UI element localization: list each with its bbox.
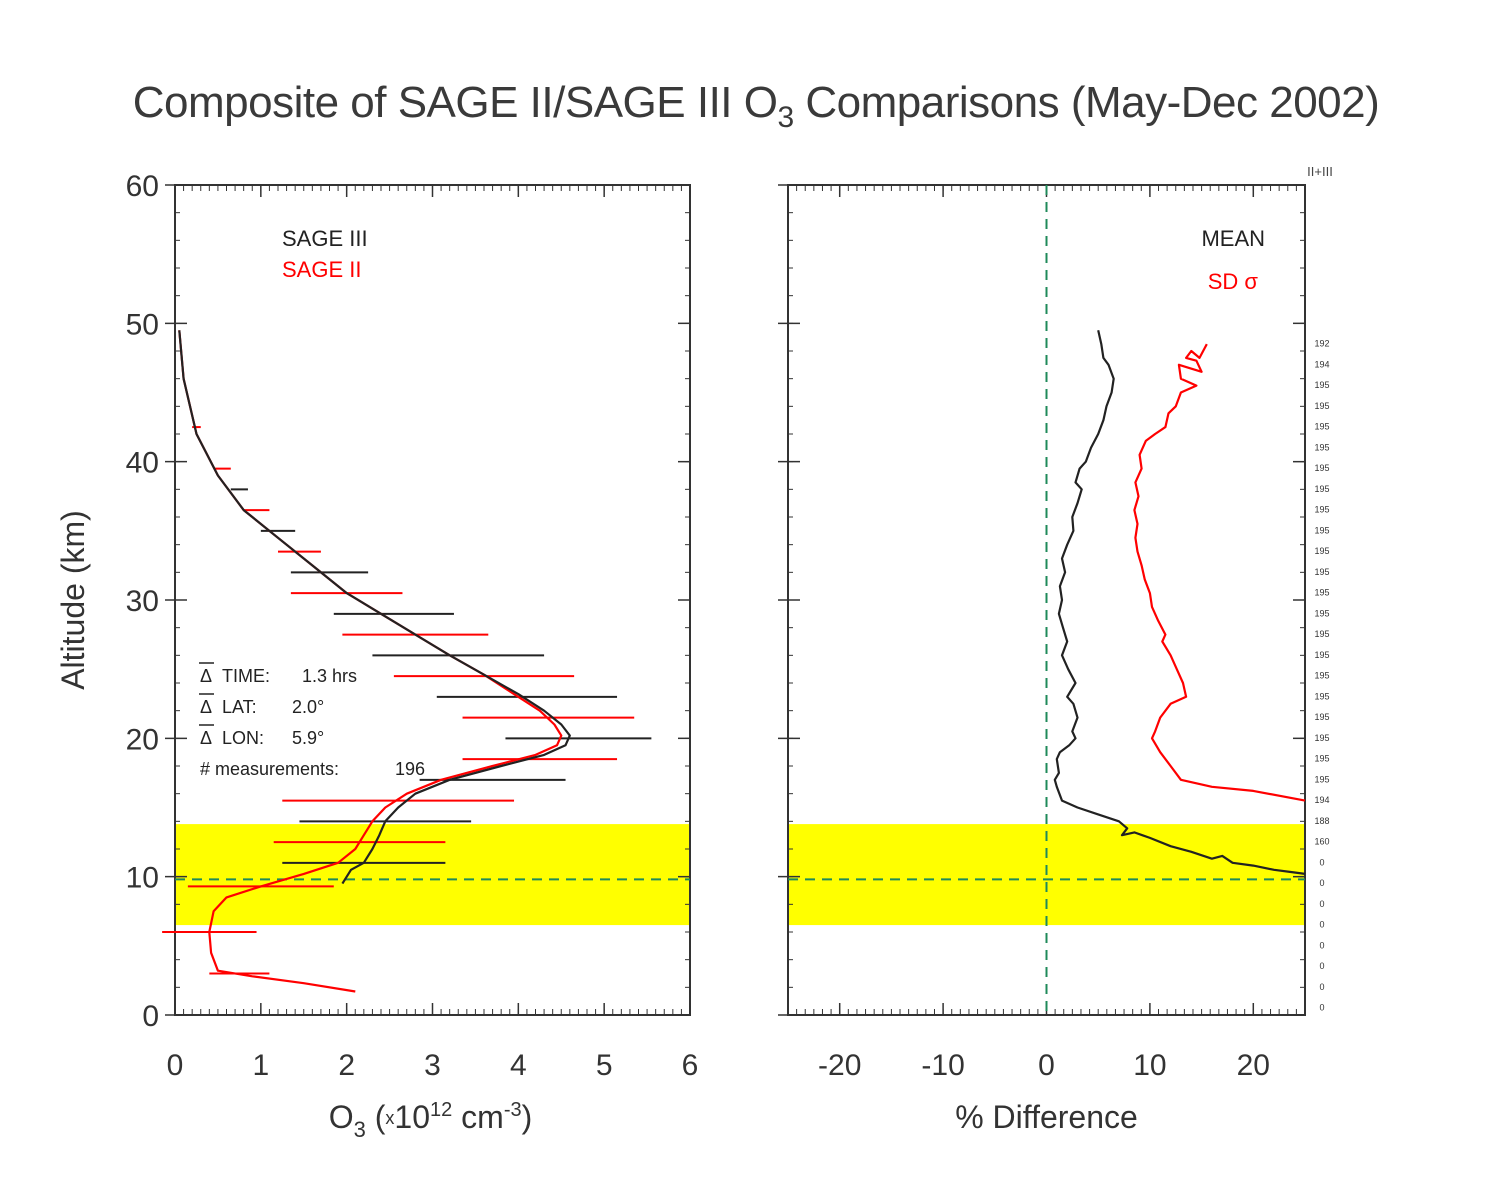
x-axis-label: % Difference: [955, 1099, 1138, 1135]
series-line-mean: [1053, 330, 1306, 875]
sample-count: 195: [1314, 546, 1329, 556]
sample-count: 195: [1314, 588, 1329, 598]
x-axis-label: O3 (x1012 cm-3): [329, 1099, 533, 1142]
sample-count: 0: [1319, 857, 1324, 867]
sample-count: 195: [1314, 463, 1329, 473]
sample-count: 195: [1314, 691, 1329, 701]
x-tick-label: 10: [1133, 1049, 1166, 1082]
sample-count: 195: [1314, 671, 1329, 681]
sample-count: 0: [1319, 878, 1324, 888]
sample-count: 195: [1314, 650, 1329, 660]
stat-label: TIME:: [222, 666, 270, 686]
stat-value: 2.0°: [292, 697, 324, 717]
sample-count: 192: [1314, 339, 1329, 349]
sample-count: 195: [1314, 774, 1329, 784]
legend-mean: MEAN: [1201, 226, 1265, 251]
stat-value: 5.9°: [292, 728, 324, 748]
sample-count: 195: [1314, 505, 1329, 515]
y-tick-label: 20: [126, 723, 159, 756]
x-axis-label-part: cm: [452, 1099, 504, 1135]
sample-count: 195: [1314, 484, 1329, 494]
x-tick-label: 4: [510, 1049, 527, 1082]
sample-count: 195: [1314, 380, 1329, 390]
y-tick-label: 30: [126, 585, 159, 618]
sample-count: 194: [1314, 359, 1329, 369]
stat-label: LAT:: [222, 697, 257, 717]
sample-count: 194: [1314, 795, 1329, 805]
series-line-sage-iii: [178, 330, 571, 885]
x-tick-label: 20: [1237, 1049, 1270, 1082]
sample-count: 195: [1314, 442, 1329, 452]
x-axis-label-part: O: [329, 1099, 354, 1135]
x-tick-label: 1: [252, 1049, 269, 1082]
x-axis-label-part: 12: [430, 1099, 452, 1121]
stat-label: # measurements:: [200, 759, 339, 779]
x-tick-label: 0: [1038, 1049, 1055, 1082]
x-axis-label-part: 10: [394, 1099, 430, 1135]
sample-count: 195: [1314, 401, 1329, 411]
x-tick-label: 6: [682, 1049, 699, 1082]
sample-count: 188: [1314, 816, 1329, 826]
sample-count: 0: [1319, 982, 1324, 992]
sample-count-header: II+III: [1307, 164, 1333, 179]
series-line-sd: [1133, 343, 1306, 802]
x-axis-label-part: x: [385, 1108, 394, 1128]
sample-count: 195: [1314, 733, 1329, 743]
y-tick-label: 0: [142, 1000, 159, 1033]
sample-count: 160: [1314, 837, 1329, 847]
stat-delta-symbol: Δ: [200, 697, 212, 717]
x-tick-label: 2: [338, 1049, 355, 1082]
x-axis-label-part: 3: [354, 1117, 366, 1142]
x-tick-label: -10: [921, 1049, 964, 1082]
sample-count: 195: [1314, 754, 1329, 764]
legend-sage-iii: SAGE III: [282, 226, 368, 251]
stat-delta-symbol: Δ: [200, 728, 212, 748]
legend-sd: SD σ: [1208, 269, 1259, 294]
x-axis-label-part: (: [366, 1099, 386, 1135]
x-tick-label: 0: [167, 1049, 184, 1082]
stat-value: 196: [395, 759, 425, 779]
sample-count: 0: [1319, 1003, 1324, 1013]
y-tick-label: 40: [126, 447, 159, 480]
sample-count: 195: [1314, 567, 1329, 577]
y-tick-label: 50: [126, 308, 159, 341]
highlight-band: [175, 824, 690, 926]
x-axis-label-part: ): [522, 1099, 533, 1135]
sample-count: 195: [1314, 712, 1329, 722]
sample-count: 195: [1314, 608, 1329, 618]
stat-label: LON:: [222, 728, 264, 748]
x-tick-label: -20: [818, 1049, 861, 1082]
x-tick-label: 3: [424, 1049, 441, 1082]
sample-count: 0: [1319, 920, 1324, 930]
y-tick-label: 60: [126, 170, 159, 203]
y-tick-label: 10: [126, 862, 159, 895]
chart-title: Composite of SAGE II/SAGE III O3 Compari…: [132, 78, 1380, 134]
x-axis-label-part: -3: [504, 1099, 522, 1121]
x-tick-label: 5: [596, 1049, 613, 1082]
legend-sage-ii: SAGE II: [282, 257, 361, 282]
right-panel: -20 -10 0 10 20 MEAN SD σ % Difference II+III 192…: [778, 164, 1333, 1135]
sample-count: 195: [1314, 422, 1329, 432]
stat-delta-symbol: Δ: [200, 666, 212, 686]
sample-count: 195: [1314, 629, 1329, 639]
sample-count: 0: [1319, 899, 1324, 909]
y-axis-label: Altitude (km): [55, 510, 91, 690]
sample-count: 195: [1314, 525, 1329, 535]
sample-count: 0: [1319, 940, 1324, 950]
sample-count: 0: [1319, 961, 1324, 971]
stat-value: 1.3 hrs: [302, 666, 357, 686]
